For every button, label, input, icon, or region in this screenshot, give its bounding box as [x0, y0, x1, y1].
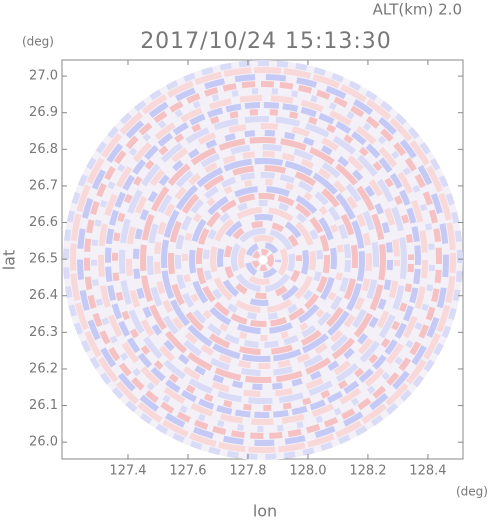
x-tick-label: 127.6 — [169, 464, 206, 479]
radar-ring — [63, 60, 463, 460]
radar-ring — [210, 207, 316, 313]
y-tick-label: 26.8 — [29, 142, 58, 157]
radar-ring — [182, 179, 344, 341]
y-tick-label: 26.9 — [29, 105, 58, 120]
radar-ring — [112, 109, 414, 411]
y-tick-label: 26.2 — [29, 361, 58, 376]
radar-ring — [231, 228, 295, 292]
y-unit: (deg) — [22, 35, 54, 49]
x-axis-label: lon — [253, 502, 277, 521]
y-tick-label: 26.5 — [29, 252, 58, 267]
radar-ring — [252, 249, 274, 271]
altitude-label: ALT(km) 2.0 — [373, 1, 462, 19]
y-tick-label: 26.1 — [29, 398, 58, 413]
radar-center — [259, 256, 267, 264]
x-tick-label: 127.4 — [109, 464, 146, 479]
radar-ring — [70, 67, 456, 453]
radar-ring — [161, 158, 365, 362]
radar-ring — [126, 123, 400, 397]
y-tick-label: 26.3 — [29, 325, 58, 340]
radar-ring — [91, 88, 435, 432]
radar-ring — [105, 102, 421, 418]
x-tick-label: 128.2 — [349, 464, 386, 479]
y-axis-label: lat — [0, 250, 19, 271]
radar-ring — [77, 74, 449, 446]
x-tick-label: 127.8 — [229, 464, 266, 479]
y-tick-label: 27.0 — [29, 69, 58, 84]
y-tick-label: 26.6 — [29, 215, 58, 230]
radar-ring — [224, 221, 302, 299]
radar-ring — [140, 137, 386, 383]
x-tick-label: 128.4 — [409, 464, 446, 479]
radar-ring — [154, 151, 372, 369]
radar-ring — [175, 172, 351, 348]
radar-ring — [98, 95, 428, 425]
y-tick-label: 26.4 — [29, 288, 58, 303]
radar-ring — [84, 81, 442, 439]
y-tick-label: 26.0 — [29, 435, 58, 450]
radar-ring — [196, 193, 330, 327]
y-tick-label: 26.7 — [29, 178, 58, 193]
radar-ring — [238, 235, 288, 285]
radar-disc — [63, 60, 463, 460]
x-unit: (deg) — [456, 485, 488, 499]
x-tick-label: 128.0 — [289, 464, 326, 479]
radar-ring — [168, 165, 358, 355]
radar-ring — [189, 186, 337, 334]
radar-ring — [147, 144, 379, 376]
radar-ring — [245, 242, 281, 278]
radar-ring — [217, 214, 309, 306]
radar-ring — [133, 130, 393, 390]
radar-ring — [119, 116, 407, 404]
chart-title: 2017/10/24 15:13:30 — [140, 29, 392, 54]
radar-ring — [203, 200, 323, 320]
